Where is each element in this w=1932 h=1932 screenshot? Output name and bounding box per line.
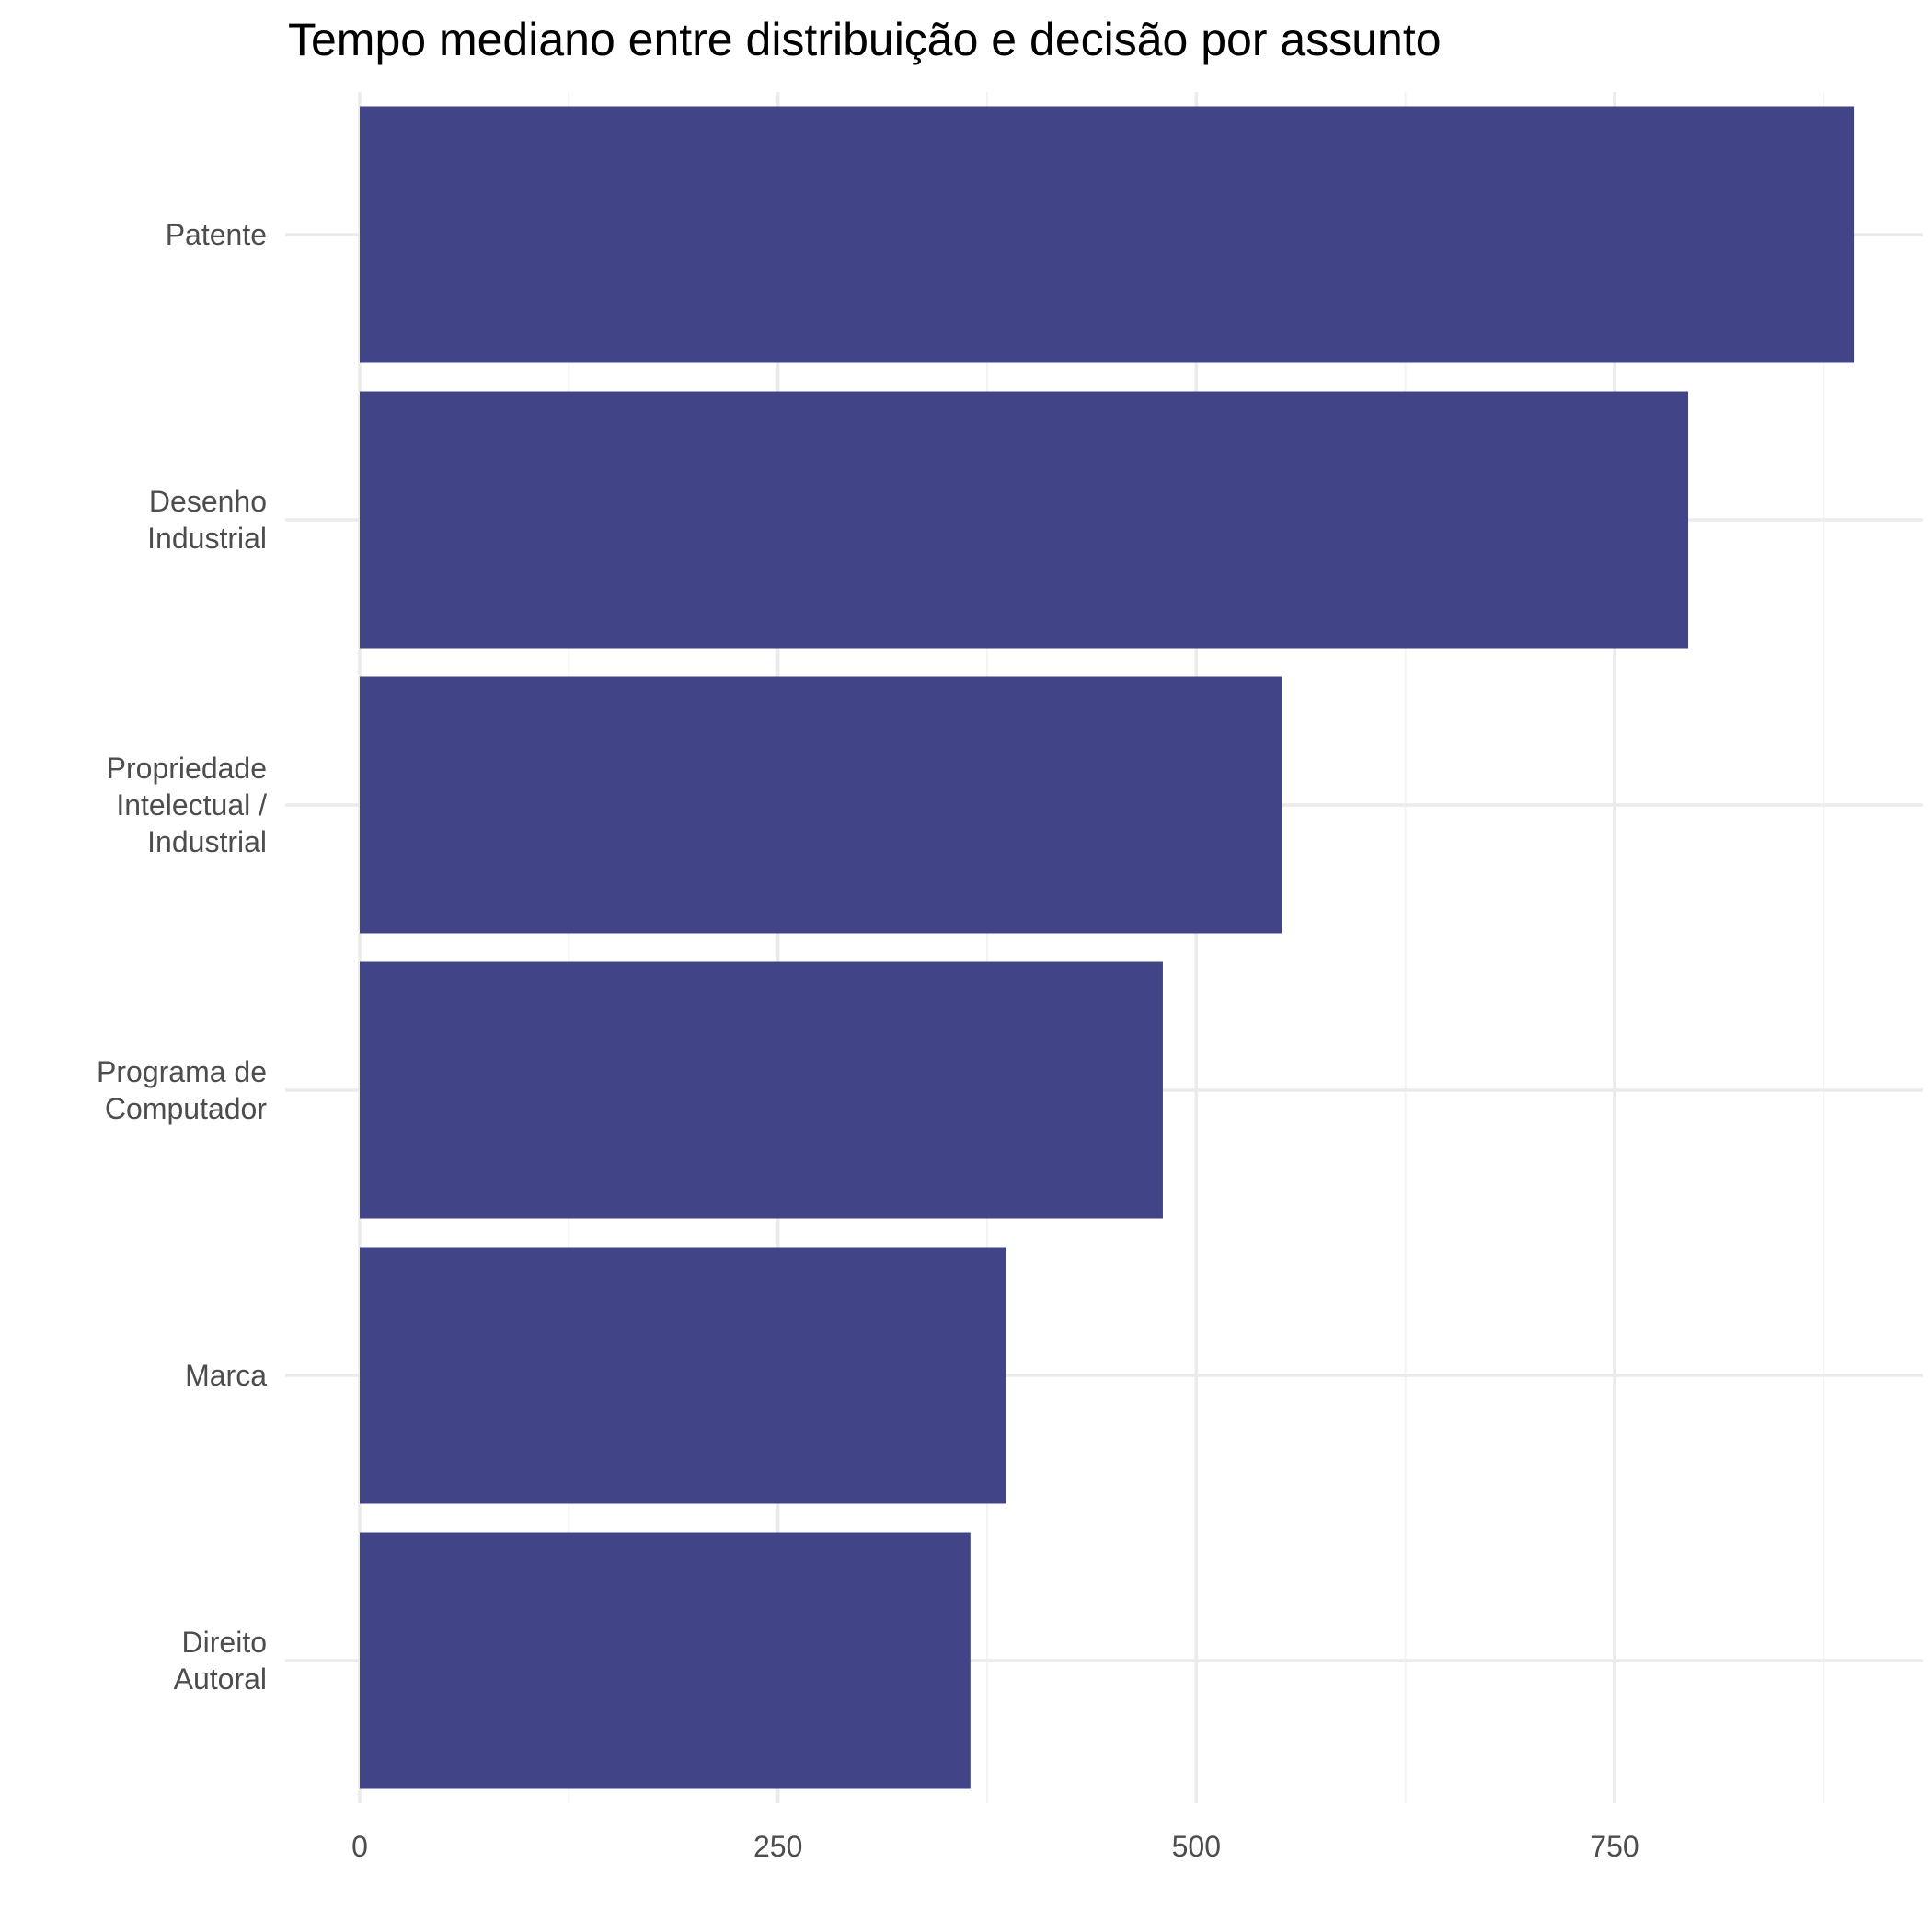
bar xyxy=(360,961,1163,1219)
y-tick-label: Programa de Computador xyxy=(97,1055,267,1125)
y-axis-tick-labels: Patente Desenho Industrial Propriedade Intel… xyxy=(97,218,267,1696)
x-tick-label: 500 xyxy=(1172,1830,1221,1863)
bars xyxy=(360,106,1855,1789)
bar xyxy=(360,391,1689,649)
x-tick-label: 750 xyxy=(1590,1830,1639,1863)
y-tick-label: Propriedade Intelectual / Industrial xyxy=(107,752,267,858)
y-tick-label: Patente xyxy=(166,218,267,251)
x-tick-label: 0 xyxy=(351,1830,368,1863)
bar xyxy=(360,1532,971,1789)
x-axis-tick-labels: 0 250 500 750 xyxy=(351,1830,1639,1863)
bar xyxy=(360,1247,1006,1504)
bar xyxy=(360,676,1282,934)
y-tick-label: Marca xyxy=(185,1359,267,1392)
bar xyxy=(360,106,1855,363)
y-tick-label: Desenho Industrial xyxy=(147,485,267,555)
y-tick-label: Direito Autoral xyxy=(174,1626,267,1696)
x-tick-label: 250 xyxy=(753,1830,802,1863)
chart-title: Tempo mediano entre distribuição e decis… xyxy=(288,14,1442,65)
